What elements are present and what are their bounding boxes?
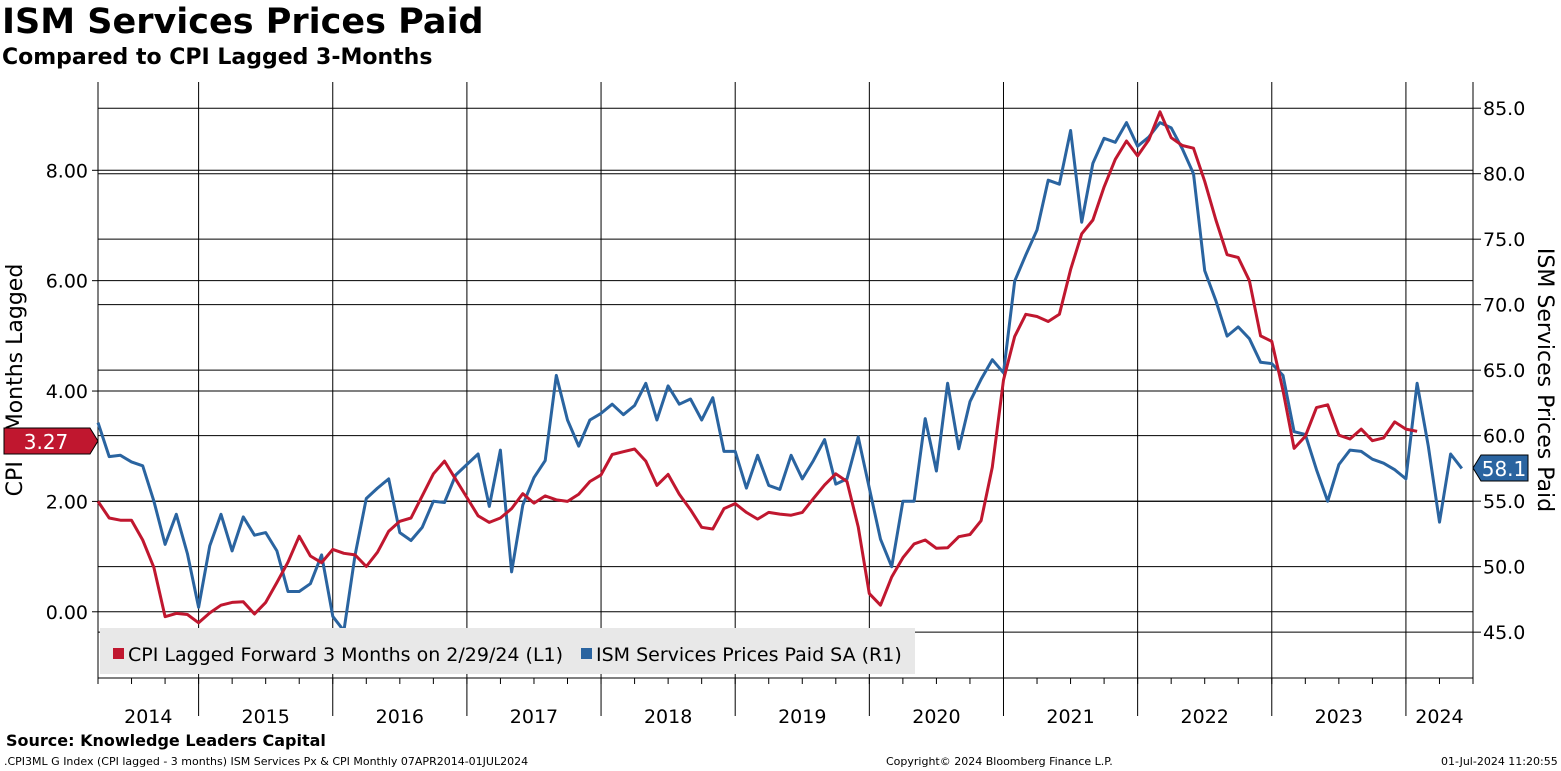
left-tick-label: 6.00: [46, 271, 88, 293]
right-tick-label: 55.0: [1483, 491, 1525, 513]
cpi-tag-shape: [3, 427, 99, 455]
footer-copyright: Copyright© 2024 Bloomberg Finance L.P.: [886, 755, 1113, 768]
x-axis-labels: 2014 2015 2016 2017 2018 2019 2020 2021 2022 2023…: [124, 706, 1464, 728]
x-tick-label: 2018: [644, 706, 692, 728]
x-tick-label: 2020: [912, 706, 960, 728]
x-tick-label: 2016: [376, 706, 424, 728]
footer-timestamp: 01-Jul-2024 11:20:55: [1441, 755, 1558, 768]
cpi-series-line: [96, 110, 1418, 625]
right-tick-label: 80.0: [1483, 164, 1525, 186]
right-tick-label: 60.0: [1483, 426, 1525, 448]
cpi-tag-value: 3.27: [24, 430, 69, 454]
ism-tag-value: 58.1: [1482, 457, 1527, 481]
legend: CPI Lagged Forward 3 Months on 2/29/24 (…: [100, 628, 915, 674]
year-dividers: [198, 82, 1407, 716]
x-tick-label: 2019: [778, 706, 826, 728]
left-axis-ticks: 8.00 6.00 4.00 2.00 0.00: [46, 160, 98, 624]
ism-series-line: [96, 121, 1463, 633]
right-axis-title: ISM Services Prices Paid: [1532, 248, 1557, 512]
x-tick-label: 2024: [1415, 706, 1463, 728]
right-tick-label: 70.0: [1483, 295, 1525, 317]
source-note: Source: Knowledge Leaders Capital: [6, 731, 326, 750]
legend-ism-swatch: [581, 648, 592, 659]
right-tick-label: 85.0: [1483, 98, 1525, 120]
cpi-last-value-tag: 3.27: [3, 427, 99, 455]
chart-title: ISM Services Prices Paid: [2, 2, 484, 42]
left-tick-label: 0.00: [46, 602, 88, 624]
chart-subtitle: Compared to CPI Lagged 3-Months: [2, 45, 433, 70]
right-tick-label: 50.0: [1483, 557, 1525, 579]
left-tick-label: 4.00: [46, 381, 88, 403]
left-tick-label: 8.00: [46, 160, 88, 182]
legend-cpi-label: CPI Lagged Forward 3 Months on 2/29/24 (…: [128, 644, 563, 666]
x-tick-label: 2021: [1046, 706, 1094, 728]
right-tick-label: 75.0: [1483, 229, 1525, 251]
legend-background: [100, 628, 915, 674]
x-tick-label: 2015: [242, 706, 290, 728]
right-axis-ticks: 85.0 80.0 75.0 70.0 65.0 60.0 55.0 50.0 45.0: [1473, 98, 1525, 644]
x-tick-label: 2022: [1181, 706, 1229, 728]
ism-last-value-tag: 58.1: [1472, 454, 1529, 482]
legend-ism-label: ISM Services Prices Paid SA (R1): [596, 644, 902, 666]
ism-tag-shape: [1472, 454, 1529, 482]
right-tick-label: 65.0: [1483, 360, 1525, 382]
footer-series-info: .CPI3ML G Index (CPI lagged - 3 months) …: [4, 755, 529, 768]
left-axis-title: CPI 3-Months Lagged: [3, 264, 28, 497]
right-tick-label: 45.0: [1483, 622, 1525, 644]
legend-cpi-swatch: [113, 648, 124, 659]
x-tick-label: 2023: [1315, 706, 1363, 728]
x-tick-label: 2017: [510, 706, 558, 728]
x-minor-ticks: [97, 678, 1474, 684]
left-tick-label: 2.00: [46, 491, 88, 513]
x-tick-label: 2014: [124, 706, 172, 728]
